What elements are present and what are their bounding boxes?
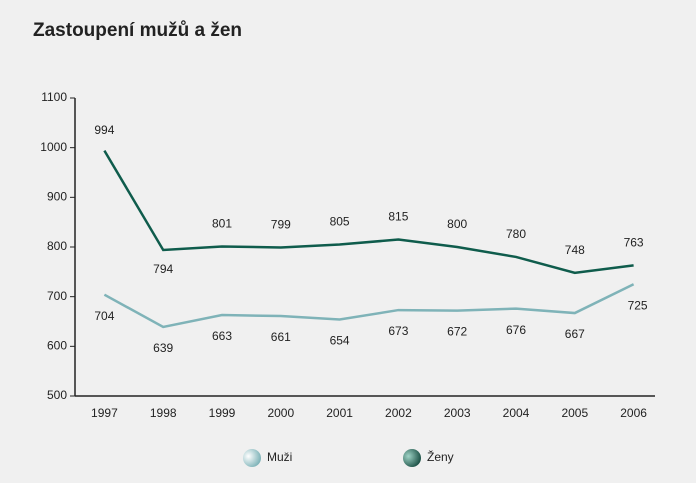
data-label: 780 (506, 227, 526, 241)
data-label: 748 (565, 243, 585, 257)
data-label: 661 (271, 330, 291, 344)
data-label: 639 (153, 341, 173, 355)
y-tick-label: 700 (47, 289, 67, 303)
data-label: 667 (565, 327, 585, 341)
y-tick-label: 800 (47, 239, 67, 253)
legend-label: Ženy (427, 449, 454, 464)
chart-title: Zastoupení mužů a žen (33, 20, 242, 41)
data-label: 725 (628, 298, 648, 312)
y-tick-label: 600 (47, 339, 67, 353)
y-tick-label: 900 (47, 190, 67, 204)
data-label: 815 (388, 210, 408, 224)
x-tick-label: 2000 (267, 406, 294, 420)
x-tick-label: 2001 (326, 406, 353, 420)
legend-label: Muži (267, 450, 292, 464)
data-label: 800 (447, 217, 467, 231)
data-label: 704 (94, 309, 114, 323)
data-label: 673 (388, 324, 408, 338)
x-tick-label: 2006 (620, 406, 647, 420)
data-label: 676 (506, 323, 526, 337)
line-series (103, 150, 634, 275)
x-tick-label: 2003 (444, 406, 471, 420)
x-tick-label: 2002 (385, 406, 412, 420)
y-tick-label: 1000 (40, 140, 67, 154)
y-tick-label: 1100 (41, 90, 67, 104)
data-label: 994 (94, 123, 114, 137)
y-tick-label: 500 (47, 388, 67, 402)
data-label: 801 (212, 217, 232, 231)
line-series (103, 283, 635, 329)
x-tick-label: 1997 (91, 406, 118, 420)
data-label: 654 (330, 334, 350, 348)
x-tick-label: 1999 (209, 406, 236, 420)
data-label: 799 (271, 218, 291, 232)
legend-marker (243, 449, 261, 467)
data-label: 794 (153, 262, 173, 276)
data-label: 805 (330, 215, 350, 229)
x-tick-label: 1998 (150, 406, 177, 420)
x-tick-label: 2005 (561, 406, 588, 420)
legend-marker (403, 449, 421, 467)
data-label: 672 (447, 325, 467, 339)
data-label: 763 (624, 236, 644, 250)
x-tick-label: 2004 (503, 406, 530, 420)
data-label: 663 (212, 329, 232, 343)
